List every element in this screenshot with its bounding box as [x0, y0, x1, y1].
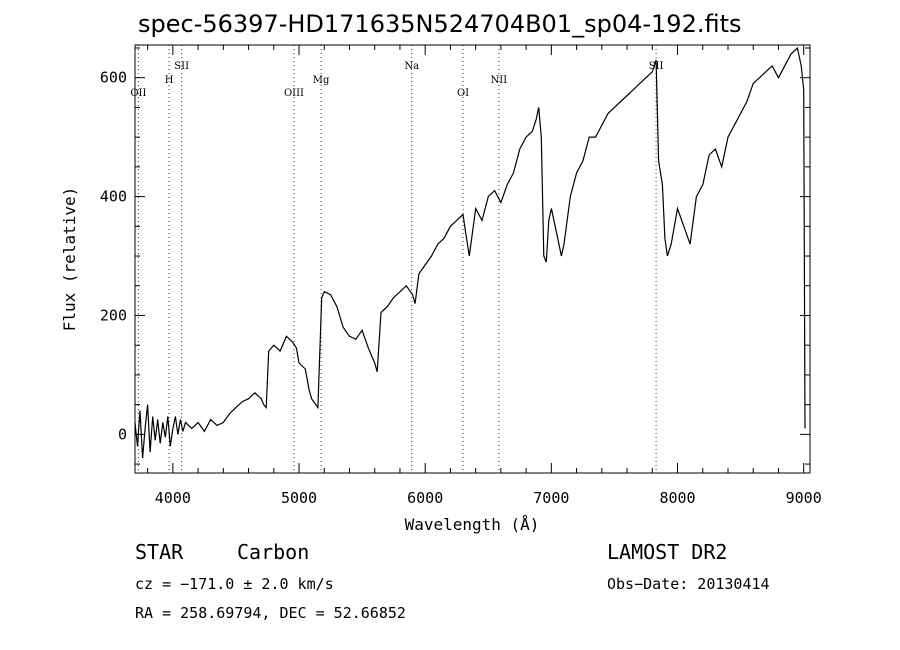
redshift-velocity: cz = −171.0 ± 2.0 km/s — [135, 575, 334, 593]
chart-title: spec-56397-HD171635N524704B01_sp04-192.f… — [138, 10, 742, 38]
x-tick-label: 6000 — [407, 489, 443, 507]
y-tick-label: 0 — [118, 425, 127, 443]
line-label: OIII — [284, 88, 304, 99]
line-label: NII — [491, 75, 508, 86]
line-label: H — [165, 75, 174, 86]
coordinates: RA = 258.69794, DEC = 52.66852 — [135, 604, 406, 622]
line-label: OII — [130, 88, 146, 99]
y-tick-label: 400 — [100, 188, 127, 206]
x-tick-label: 4000 — [155, 489, 191, 507]
y-tick-label: 200 — [100, 306, 127, 324]
line-label: OI — [457, 88, 469, 99]
observation-date: Obs−Date: 20130414 — [607, 575, 770, 593]
plot-frame — [134, 44, 811, 474]
survey-name: LAMOST DR2 — [607, 540, 728, 564]
object-subclass: Carbon — [237, 540, 310, 564]
y-axis-label: Flux (relative) — [60, 187, 79, 332]
x-tick-label: 8000 — [659, 489, 695, 507]
y-axis-ticks: 0 200 400 600 — [100, 47, 810, 465]
x-axis-ticks: 4000 5000 6000 7000 8000 9000 — [147, 45, 822, 507]
object-class: STAR — [135, 540, 184, 564]
y-tick-label: 600 — [100, 69, 127, 87]
line-label: SII — [649, 61, 664, 72]
x-tick-label: 5000 — [281, 489, 317, 507]
line-label: Na — [404, 61, 419, 72]
spectrum-line — [134, 46, 806, 459]
x-axis-label: Wavelength (Å) — [405, 515, 540, 534]
line-label: Mg — [313, 75, 330, 86]
emission-line-markers — [137, 45, 657, 473]
line-label: SII — [174, 61, 189, 72]
x-tick-label: 7000 — [533, 489, 569, 507]
x-tick-label: 9000 — [786, 489, 822, 507]
